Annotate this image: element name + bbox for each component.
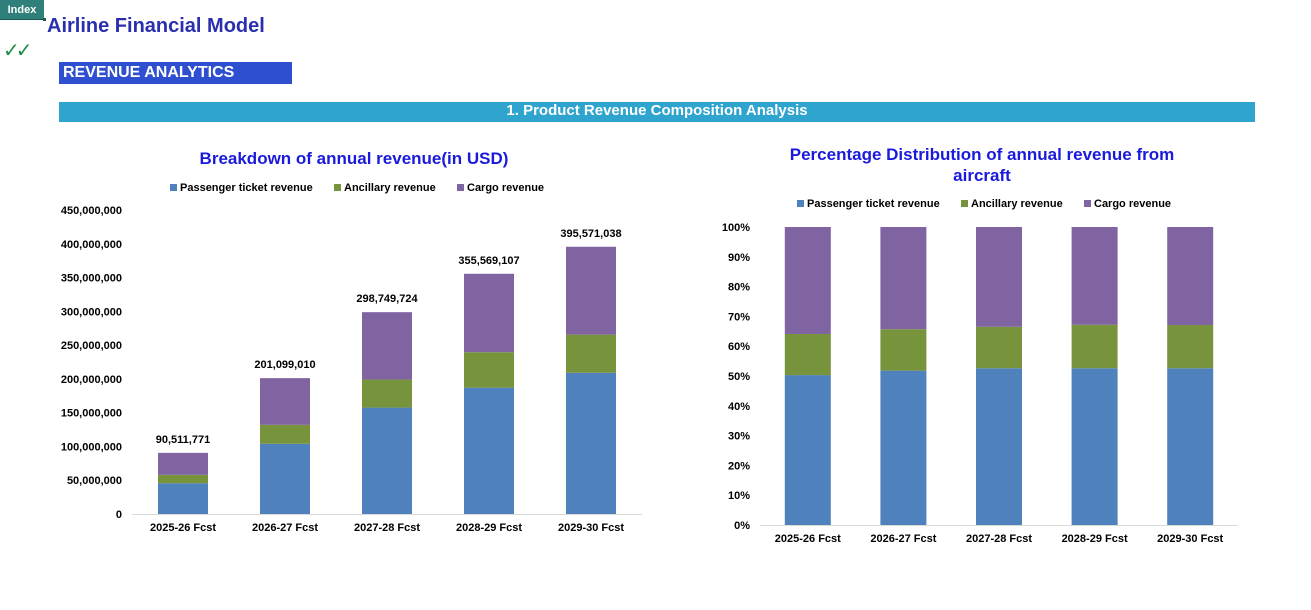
x-tick-label: 2028-29 Fcst — [1062, 533, 1128, 545]
bar-segment — [784, 333, 831, 376]
legend-label: Ancillary revenue — [971, 198, 1063, 210]
y-tick-label: 400,000,000 — [61, 239, 122, 251]
legend-label: Cargo revenue — [467, 182, 544, 194]
bar-segment — [464, 352, 514, 388]
y-tick-label: 0% — [734, 520, 750, 532]
index-link[interactable]: Index — [0, 0, 46, 21]
x-tick-label: 2027-28 Fcst — [354, 522, 420, 534]
bar-segment — [260, 443, 310, 514]
bar-segment — [566, 246, 616, 335]
bar-segment — [1167, 368, 1214, 525]
y-tick-label: 60% — [728, 341, 750, 353]
x-tick-label: 2029-30 Fcst — [1157, 533, 1223, 545]
bar-segment — [976, 227, 1022, 327]
x-tick-label: 2025-26 Fcst — [775, 533, 841, 545]
bar-segment — [1071, 324, 1118, 369]
data-label-total: 355,569,107 — [458, 255, 519, 267]
bar-segment — [1167, 325, 1214, 369]
y-tick-label: 30% — [728, 431, 750, 443]
y-tick-label: 50,000,000 — [67, 475, 122, 487]
y-tick-label: 300,000,000 — [61, 306, 122, 318]
data-label-total: 395,571,038 — [560, 228, 621, 240]
y-tick-label: 100% — [722, 222, 750, 234]
bar-segment — [880, 227, 927, 330]
bar-segment — [1071, 368, 1118, 525]
y-tick-label: 70% — [728, 311, 750, 323]
chart-title-line: Percentage Distribution of annual revenu… — [790, 145, 1174, 164]
legend-swatch — [797, 200, 804, 207]
bar-segment — [784, 227, 831, 334]
revenue-breakdown-chart: Breakdown of annual revenue(in USD) Passe… — [61, 149, 642, 534]
y-tick-label: 40% — [728, 401, 750, 413]
data-label-total: 201,099,010 — [254, 359, 315, 371]
chart-title-line: aircraft — [953, 166, 1011, 185]
x-tick-label: 2029-30 Fcst — [558, 522, 624, 534]
bar-segment — [260, 378, 310, 425]
bar-segment — [566, 334, 616, 373]
legend-swatch — [457, 184, 464, 191]
legend-swatch — [961, 200, 968, 207]
y-tick-label: 350,000,000 — [61, 273, 122, 285]
legend-swatch — [1084, 200, 1091, 207]
legend-label: Passenger ticket revenue — [180, 182, 313, 194]
y-tick-label: 100,000,000 — [61, 441, 122, 453]
bar-segment — [362, 379, 412, 408]
bar-segment — [1167, 227, 1214, 326]
x-tick-label: 2028-29 Fcst — [456, 522, 522, 534]
legend-label: Cargo revenue — [1094, 198, 1171, 210]
analysis-band-title: 1. Product Revenue Composition Analysis — [59, 102, 1255, 122]
legend-label: Ancillary revenue — [344, 182, 436, 194]
y-tick-label: 90% — [728, 252, 750, 264]
bar-segment — [880, 370, 927, 525]
bar-segment — [976, 368, 1022, 525]
revenue-percentage-chart: Percentage Distribution of annual revenu… — [722, 145, 1238, 545]
checkmark-icon: ✓✓ — [3, 38, 32, 62]
x-tick-label: 2027-28 Fcst — [966, 533, 1032, 545]
bar-segment — [976, 326, 1022, 369]
y-tick-label: 10% — [728, 490, 750, 502]
bar-segment — [260, 424, 310, 444]
x-tick-label: 2026-27 Fcst — [252, 522, 318, 534]
data-label-total: 298,749,724 — [356, 293, 418, 305]
section-title: REVENUE ANALYTICS — [59, 62, 292, 84]
legend-swatch — [170, 184, 177, 191]
bar-segment — [158, 474, 208, 484]
y-tick-label: 250,000,000 — [61, 340, 122, 352]
bar-segment — [464, 273, 514, 353]
bar-segment — [1071, 227, 1118, 325]
bar-segment — [566, 372, 616, 514]
y-tick-label: 0 — [116, 509, 122, 521]
data-label-total: 90,511,771 — [156, 434, 210, 446]
y-tick-label: 450,000,000 — [61, 205, 122, 217]
bar-segment — [362, 407, 412, 514]
legend-label: Passenger ticket revenue — [807, 198, 940, 210]
bar-segment — [362, 312, 412, 380]
y-tick-label: 150,000,000 — [61, 408, 122, 420]
y-tick-label: 20% — [728, 460, 750, 472]
bar-segment — [784, 375, 831, 525]
legend-swatch — [334, 184, 341, 191]
bar-segment — [158, 483, 208, 514]
y-tick-label: 50% — [728, 371, 750, 383]
bar-segment — [880, 329, 927, 371]
bar-segment — [158, 452, 208, 475]
chart-title: Breakdown of annual revenue(in USD) — [200, 149, 509, 168]
x-tick-label: 2025-26 Fcst — [150, 522, 216, 534]
bar-segment — [464, 387, 514, 514]
y-tick-label: 80% — [728, 282, 750, 294]
y-tick-label: 200,000,000 — [61, 374, 122, 386]
x-tick-label: 2026-27 Fcst — [870, 533, 936, 545]
app-title: Airline Financial Model — [47, 15, 265, 37]
